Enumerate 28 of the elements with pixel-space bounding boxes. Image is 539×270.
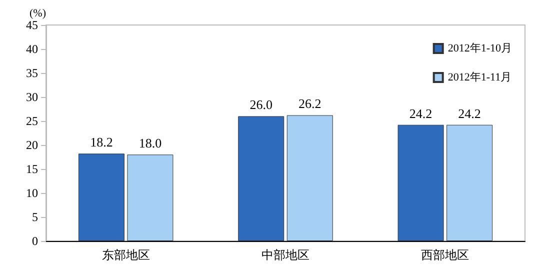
- data-label: 18.0: [138, 136, 162, 151]
- y-tick-label: 20: [26, 138, 38, 152]
- legend-label: 2012年1-11月: [448, 72, 512, 84]
- data-label: 18.2: [90, 134, 113, 150]
- x-tick-label: 东部地区: [102, 248, 150, 262]
- y-tick-label: 25: [26, 114, 38, 128]
- bar: [238, 116, 284, 241]
- bar: [78, 154, 124, 241]
- bar: [446, 124, 493, 241]
- bar: [286, 115, 333, 241]
- legend-label: 2012年1-10月: [448, 42, 512, 54]
- data-label: 24.2: [458, 106, 481, 121]
- y-tick-label: 35: [26, 66, 38, 80]
- y-tick-label: 45: [26, 18, 38, 32]
- data-label: 26.0: [250, 97, 272, 112]
- x-tick-label: 西部地区: [421, 248, 470, 262]
- y-axis-title: (%): [30, 8, 46, 20]
- y-tick-label: 10: [26, 186, 38, 200]
- y-tick-label: 40: [26, 42, 38, 56]
- y-tick-label: 0: [32, 234, 38, 248]
- x-tick-label: 中部地区: [262, 248, 310, 262]
- data-label: 26.2: [298, 96, 322, 112]
- y-tick-label: 30: [26, 90, 38, 104]
- y-tick-label: 5: [32, 210, 38, 224]
- y-tick-label: 15: [26, 162, 38, 176]
- bar: [398, 124, 444, 241]
- data-label: 24.2: [409, 106, 432, 121]
- bar: [127, 154, 174, 241]
